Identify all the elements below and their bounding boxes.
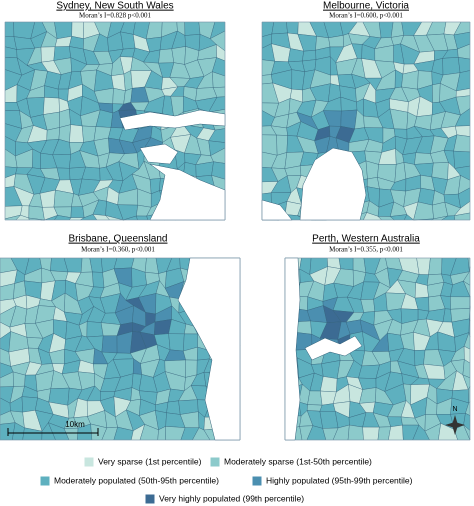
- legend-label: Moderately sparse (1st-50th percentile): [224, 456, 372, 466]
- region: [69, 124, 84, 143]
- region: [388, 424, 404, 441]
- region: [4, 21, 15, 37]
- water: [119, 109, 367, 441]
- region: [462, 359, 471, 379]
- legend-swatch: [251, 475, 263, 487]
- north-label: N: [452, 406, 457, 413]
- region: [105, 215, 125, 221]
- region: [340, 109, 358, 130]
- region: [113, 257, 135, 269]
- legend-label: Highly populated (95th-99th percentile): [266, 475, 413, 485]
- region: [362, 426, 380, 441]
- bay: [139, 143, 179, 165]
- region: [321, 360, 341, 379]
- region: [71, 21, 84, 39]
- region: [338, 257, 354, 271]
- region: [70, 206, 85, 218]
- region: [184, 21, 201, 36]
- panel-title: Perth, Western Australia: [312, 234, 420, 245]
- panel-title: Sydney, New South Wales: [56, 1, 173, 12]
- swan-river: [304, 335, 363, 361]
- region: [432, 83, 441, 103]
- region: [450, 296, 471, 310]
- legend-swatch: [209, 456, 221, 468]
- region: [416, 257, 431, 275]
- panel-subtitle: Moran’s I=0.600, p<0.001: [329, 12, 403, 20]
- region: [307, 390, 323, 406]
- legend-swatch: [144, 493, 156, 505]
- region: [431, 162, 449, 180]
- region: [43, 97, 60, 115]
- region: [40, 46, 56, 63]
- scale-label: 10km: [65, 420, 85, 429]
- region: [112, 87, 126, 105]
- panel-subtitle: Moran’s I=0.355, p<0.001: [329, 246, 403, 254]
- region: [166, 400, 181, 415]
- frames: [0, 21, 471, 441]
- region: [428, 257, 443, 275]
- region: [302, 49, 317, 62]
- legend: Very sparse (1st percentile) Moderately s…: [39, 456, 413, 505]
- panel-title: Brisbane, Queensland: [69, 234, 168, 245]
- legend-swatch: [39, 475, 51, 487]
- scale-bar: [7, 428, 99, 436]
- region: [120, 31, 136, 50]
- region: [458, 57, 471, 73]
- region: [468, 386, 471, 404]
- region: [101, 335, 118, 354]
- region: [28, 205, 45, 221]
- north-arrow: [445, 415, 465, 435]
- region: [320, 376, 338, 393]
- region: [86, 321, 104, 338]
- region: [271, 21, 288, 35]
- legend-swatch: [83, 456, 95, 468]
- legend-label: Very highly populated (99th percentile): [159, 493, 304, 503]
- region: [158, 48, 175, 64]
- region: [442, 57, 461, 76]
- panel-subtitle: Moran’s I=0.828 p<0.001: [79, 12, 152, 20]
- region: [347, 424, 364, 441]
- region: [261, 134, 278, 156]
- panel-subtitle: Moran’s I=0.360, p<0.001: [81, 246, 155, 254]
- region: [403, 214, 414, 221]
- legend-label: Moderately populated (50th-95th percenti…: [54, 475, 219, 485]
- region: [276, 134, 288, 156]
- region: [453, 150, 471, 169]
- region: [261, 74, 273, 85]
- region: [59, 108, 71, 128]
- region: [319, 411, 339, 429]
- legend-label: Very sparse (1st percentile): [98, 456, 202, 466]
- region: [168, 333, 185, 352]
- region: [185, 359, 198, 378]
- region: [286, 21, 299, 35]
- region: [306, 404, 323, 412]
- panel-title: Melbourne, Victoria: [323, 1, 409, 12]
- region: [378, 21, 394, 39]
- port-phillip-bay: [299, 147, 367, 221]
- region: [171, 46, 186, 65]
- region: [136, 215, 149, 221]
- region: [54, 21, 73, 40]
- region: [92, 271, 105, 288]
